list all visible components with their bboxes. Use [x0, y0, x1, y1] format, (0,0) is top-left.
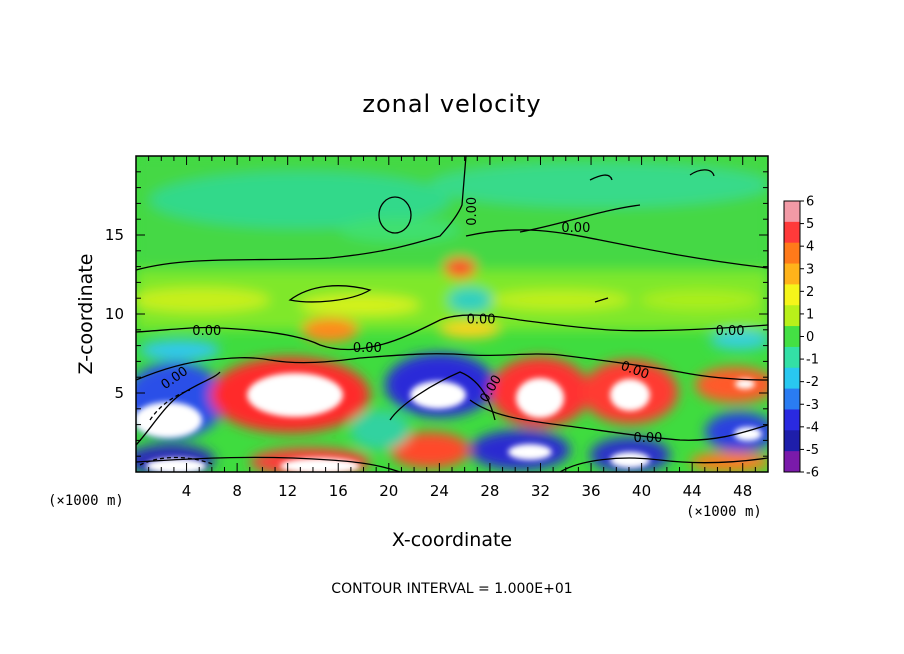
- heatmap-field: [136, 156, 768, 472]
- x-axis-label: X-coordinate: [392, 529, 512, 551]
- x-tick-label: 40: [632, 482, 651, 500]
- colorbar-swatch: [784, 430, 800, 452]
- colorbar-tick-label: 6: [806, 195, 814, 210]
- z-unit-label: (×1000 m): [48, 493, 124, 509]
- contour-label: 0.00: [467, 313, 496, 328]
- x-tick-label: 16: [329, 482, 348, 500]
- contour-label: 0.00: [465, 197, 480, 226]
- colorbar-swatch: [784, 263, 800, 285]
- contour-label: 0.00: [192, 324, 221, 339]
- colorbar-tick-label: 0: [806, 330, 814, 345]
- colorbar-swatch: [784, 284, 800, 306]
- colorbar-tick-label: 1: [806, 307, 814, 322]
- x-tick-label: 32: [531, 482, 550, 500]
- colorbar-tick-label: -3: [806, 398, 819, 413]
- colorbar-swatch: [784, 367, 800, 390]
- colorbar-tick-label: 2: [806, 285, 814, 300]
- colorbar-tick-label: 5: [806, 217, 814, 232]
- y-axis-label: Z-coordinate: [75, 254, 97, 375]
- colorbar: 6 5 4 3 2 1 0 -1 -2 -3 -4 -5 -6: [783, 195, 819, 481]
- colorbar-swatch: [784, 451, 800, 473]
- contour-label: 0.00: [633, 431, 662, 446]
- colorbar-swatch: [784, 409, 800, 431]
- x-tick-label: 48: [733, 482, 752, 500]
- contour-label: 0.00: [561, 221, 590, 236]
- colorbar-swatch: [784, 388, 800, 410]
- colorbar-tick-label: 3: [806, 262, 814, 277]
- colorbar-swatch: [784, 242, 800, 265]
- colorbar-tick-label: -6: [806, 466, 819, 481]
- colorbar-swatch: [784, 346, 800, 369]
- x-tick-label: 36: [581, 482, 600, 500]
- colorbar-swatch: [784, 326, 800, 348]
- x-tick-label: 4: [182, 482, 192, 500]
- y-tick-label: 15: [105, 226, 124, 244]
- x-tick-label: 28: [480, 482, 499, 500]
- colorbar-tick-label: 4: [806, 240, 814, 255]
- contour-label: 0.00: [353, 341, 382, 356]
- y-tick-label: 5: [114, 384, 124, 402]
- x-tick-label: 44: [683, 482, 702, 500]
- x-tick-label: 24: [430, 482, 449, 500]
- x-unit-label: (×1000 m): [686, 504, 762, 520]
- colorbar-tick-label: -2: [806, 375, 819, 390]
- x-tick-label: 12: [278, 482, 297, 500]
- contour-interval-note: CONTOUR INTERVAL = 1.000E+01: [331, 581, 572, 597]
- contour-lines: [136, 156, 768, 472]
- colorbar-tick-label: -4: [806, 420, 819, 435]
- colorbar-swatch: [784, 305, 800, 327]
- x-tick-label: 8: [232, 482, 242, 500]
- x-tick-label: 20: [379, 482, 398, 500]
- colorbar-tick-label: -5: [806, 443, 819, 458]
- chart-title: zonal velocity: [362, 90, 541, 118]
- colorbar-swatch: [784, 201, 800, 223]
- contour-label: 0.00: [716, 324, 745, 339]
- y-tick-label: 10: [105, 305, 124, 323]
- colorbar-swatch: [784, 221, 800, 244]
- colorbar-tick-label: -1: [806, 353, 819, 368]
